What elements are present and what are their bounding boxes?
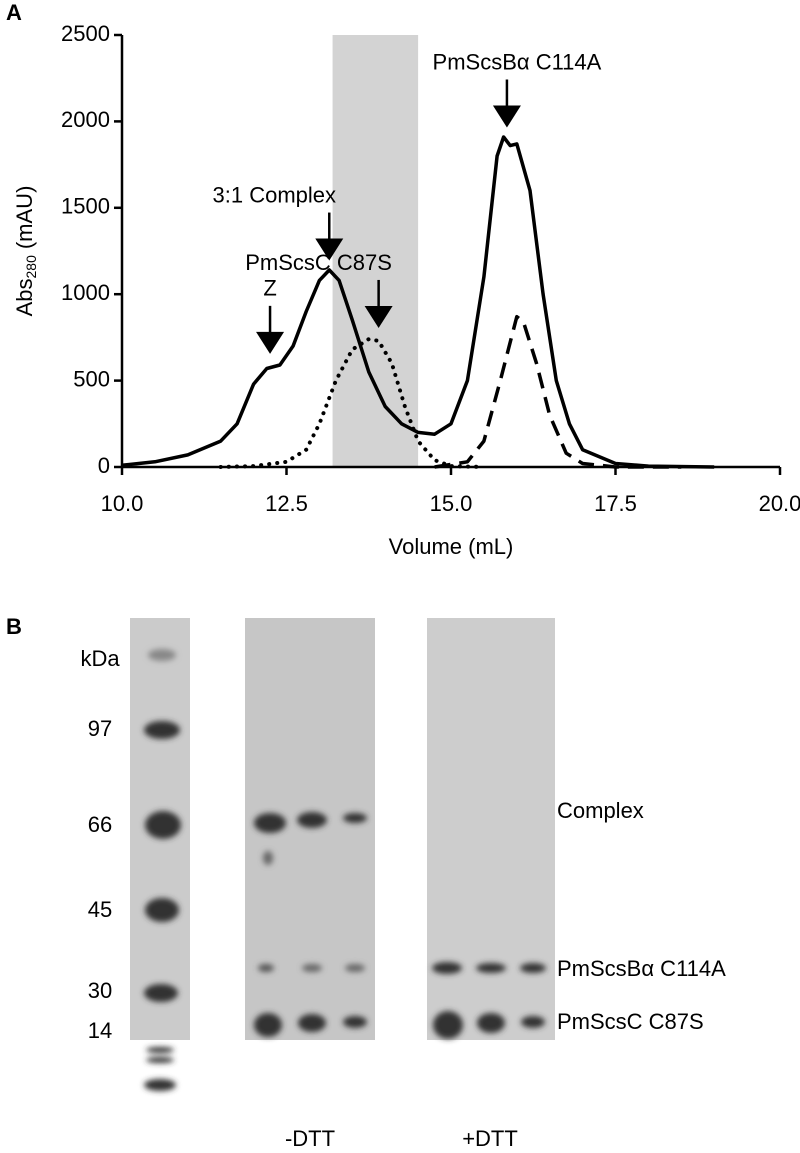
annotation-label: 3:1 Complex bbox=[213, 182, 337, 207]
band-label: Complex bbox=[557, 798, 644, 823]
x-tick-label: 17.5 bbox=[594, 491, 637, 516]
annotation-label: Z bbox=[263, 276, 276, 301]
annotation-arrow-head bbox=[364, 305, 393, 328]
x-tick-label: 20.0 bbox=[759, 491, 800, 516]
band-label: PmScsC C87S bbox=[557, 1009, 704, 1034]
annotation-label: PmScsC C87S bbox=[245, 250, 392, 275]
y-tick-label: 2500 bbox=[61, 21, 110, 46]
y-tick-label: 500 bbox=[73, 366, 110, 391]
x-tick-label: 10.0 bbox=[101, 491, 144, 516]
series-line bbox=[434, 314, 682, 469]
panel-label: B bbox=[6, 614, 22, 639]
y-tick-label: 2000 bbox=[61, 107, 110, 132]
marker-label: 45 bbox=[88, 897, 112, 922]
x-tick-label: 12.5 bbox=[265, 491, 308, 516]
x-axis-label: Volume (mL) bbox=[389, 534, 514, 559]
gel-lane bbox=[427, 618, 555, 1040]
y-tick-label: 1500 bbox=[61, 194, 110, 219]
y-tick-label: 1000 bbox=[61, 280, 110, 305]
marker-unit: kDa bbox=[80, 646, 120, 671]
marker-label: 97 bbox=[88, 716, 112, 741]
y-axis-label-part: 280 bbox=[23, 255, 39, 279]
y-axis-label: Abs280 (mAU) bbox=[12, 186, 39, 317]
chromatogram: 0 500 1000 1500 2000 2500 10.0 12.5 15.0 17.5 20.0… bbox=[12, 21, 800, 559]
annotation-arrow-head bbox=[256, 331, 285, 354]
panel-label: A bbox=[6, 0, 22, 25]
band-label: PmScsBα C114A bbox=[557, 956, 726, 981]
y-axis-label-part: (mAU) bbox=[12, 186, 37, 250]
annotation-arrow-head bbox=[492, 105, 521, 128]
series-line bbox=[218, 337, 486, 469]
lane-group-label: -DTT bbox=[285, 1126, 335, 1151]
marker-label: 30 bbox=[88, 978, 112, 1003]
y-tick-label: 0 bbox=[98, 453, 110, 478]
x-tick-label: 15.0 bbox=[430, 491, 473, 516]
y-axis-label-part: Abs bbox=[12, 278, 37, 316]
gel bbox=[130, 618, 555, 1091]
shaded-region bbox=[332, 35, 419, 467]
series-line bbox=[121, 135, 715, 469]
marker-label: 66 bbox=[88, 812, 112, 837]
annotation-label: PmScsBα C114A bbox=[433, 49, 602, 74]
lane-group-label: +DTT bbox=[462, 1126, 518, 1151]
annotation-arrow-head bbox=[315, 238, 344, 261]
marker-label: 14 bbox=[88, 1018, 112, 1043]
